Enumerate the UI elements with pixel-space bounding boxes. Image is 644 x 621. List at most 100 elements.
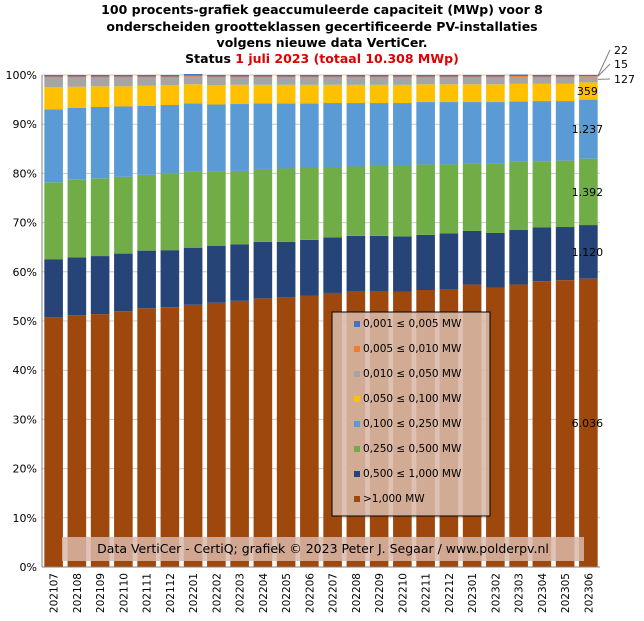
- bar-segment: [486, 77, 505, 85]
- axis-layer: 0% 10% 20% 30% 40% 50% 60% 70% 80% 90% 100% 202107 2…: [6, 69, 600, 613]
- status-date: 1 juli 2023: [235, 51, 310, 66]
- bar-segment: [207, 75, 226, 77]
- bar-segment: [230, 104, 249, 171]
- bar-segment: [90, 256, 110, 315]
- bar-segment: [579, 158, 598, 226]
- bar-segment: [393, 103, 412, 167]
- bar-segment: [346, 166, 366, 236]
- bar-segment: [230, 84, 249, 105]
- bar-segment: [160, 250, 180, 308]
- legend-swatch: [354, 321, 360, 327]
- bar-segment: [509, 284, 528, 567]
- bar-segment: [346, 84, 366, 104]
- bar-segment: [579, 99, 598, 159]
- status-total: (totaal 10.308 MWp): [309, 51, 459, 66]
- bar-segment: [207, 85, 226, 105]
- bar-segment: [114, 253, 133, 312]
- bar-segment: [486, 287, 505, 567]
- data-label: 15: [614, 58, 628, 71]
- bar-segment: [462, 84, 482, 103]
- bar-segment: [509, 74, 528, 76]
- bar-segment: [462, 163, 482, 231]
- bar-segment: [369, 76, 389, 78]
- legend-label: 0,050 ≤ 0,100 MW: [363, 393, 462, 405]
- bar-segment: [67, 179, 87, 258]
- bar-segment: [90, 76, 110, 78]
- bar-segment: [114, 76, 133, 78]
- bar-segment: [90, 86, 110, 107]
- x-tick-label: 202204: [258, 573, 270, 613]
- bar-segment: [276, 168, 296, 242]
- x-tick-label: 202205: [281, 573, 293, 613]
- bar-segment: [509, 76, 528, 84]
- y-tick-label: 80%: [13, 167, 37, 180]
- bar-segment: [137, 76, 156, 78]
- chart-status-line: Status 1 juli 2023 (totaal 10.308 MWp): [0, 52, 644, 66]
- bar-segment: [346, 75, 366, 77]
- bar-segment: [393, 77, 412, 85]
- bar-segment: [207, 245, 226, 303]
- bar-segment: [300, 295, 319, 567]
- data-label: 22: [614, 44, 628, 57]
- bar-segment: [253, 298, 273, 567]
- bar-segment: [462, 230, 482, 285]
- bar-segment: [555, 76, 575, 78]
- bar-segment: [230, 75, 249, 77]
- y-tick-label: 60%: [13, 266, 37, 279]
- bar-segment: [44, 75, 63, 77]
- x-tick-label: 202108: [72, 573, 84, 613]
- bar-segment: [416, 234, 435, 291]
- bar-segment: [160, 105, 180, 174]
- x-tick-label: 202109: [95, 573, 107, 613]
- bar-segment: [462, 77, 482, 85]
- bar-segment: [183, 75, 203, 77]
- bar-segment: [300, 103, 319, 168]
- x-tick-label: 202107: [49, 573, 61, 613]
- x-tick-label: 202207: [328, 573, 340, 613]
- bar-segment: [439, 75, 459, 77]
- bar-segment: [532, 281, 552, 567]
- bar-segment: [509, 75, 528, 77]
- x-tick-label: 202210: [397, 573, 409, 613]
- x-tick-label: 202212: [444, 573, 456, 613]
- bar-segment: [44, 317, 63, 567]
- legend-swatch: [354, 371, 360, 377]
- bar-segment: [276, 75, 296, 77]
- bar-segment: [532, 75, 552, 77]
- bar-segment: [44, 109, 63, 183]
- y-tick-label: 40%: [13, 364, 37, 377]
- bar-segment: [369, 235, 389, 291]
- y-tick-label: 100%: [6, 69, 37, 82]
- bar-segment: [462, 75, 482, 77]
- x-tick-label: 202209: [374, 573, 386, 613]
- bar-segment: [300, 75, 319, 77]
- chart-title-line-3: volgens nieuwe data VertiCer.: [216, 35, 428, 50]
- bar-segment: [183, 76, 203, 85]
- bar-segment: [369, 75, 389, 77]
- bar-segment: [114, 311, 133, 567]
- bar-segment: [323, 237, 342, 293]
- bar-segment: [253, 75, 273, 77]
- bar-segment: [369, 103, 389, 167]
- watermark-text: Data VertiCer - CertiQ; grafiek © 2023 P…: [97, 541, 549, 556]
- bar-segment: [207, 104, 226, 172]
- bar-segment: [137, 85, 156, 106]
- y-tick-label: 50%: [13, 315, 37, 328]
- bar-segment: [462, 102, 482, 164]
- bar-segment: [114, 106, 133, 177]
- bar-segment: [230, 76, 249, 78]
- bar-segment: [207, 302, 226, 567]
- bar-segment: [555, 160, 575, 228]
- bar-segment: [230, 170, 249, 245]
- bar-segment: [90, 106, 110, 179]
- data-label: 127: [614, 73, 635, 86]
- bar-segment: [253, 103, 273, 169]
- bar-segment: [555, 75, 575, 77]
- x-tick-label: 202208: [351, 573, 363, 613]
- bar-segment: [276, 241, 296, 298]
- legend-swatch: [354, 496, 360, 502]
- bar-segment: [532, 227, 552, 282]
- x-tick-label: 202303: [514, 573, 526, 613]
- legend-label: 0,010 ≤ 0,050 MW: [363, 368, 462, 380]
